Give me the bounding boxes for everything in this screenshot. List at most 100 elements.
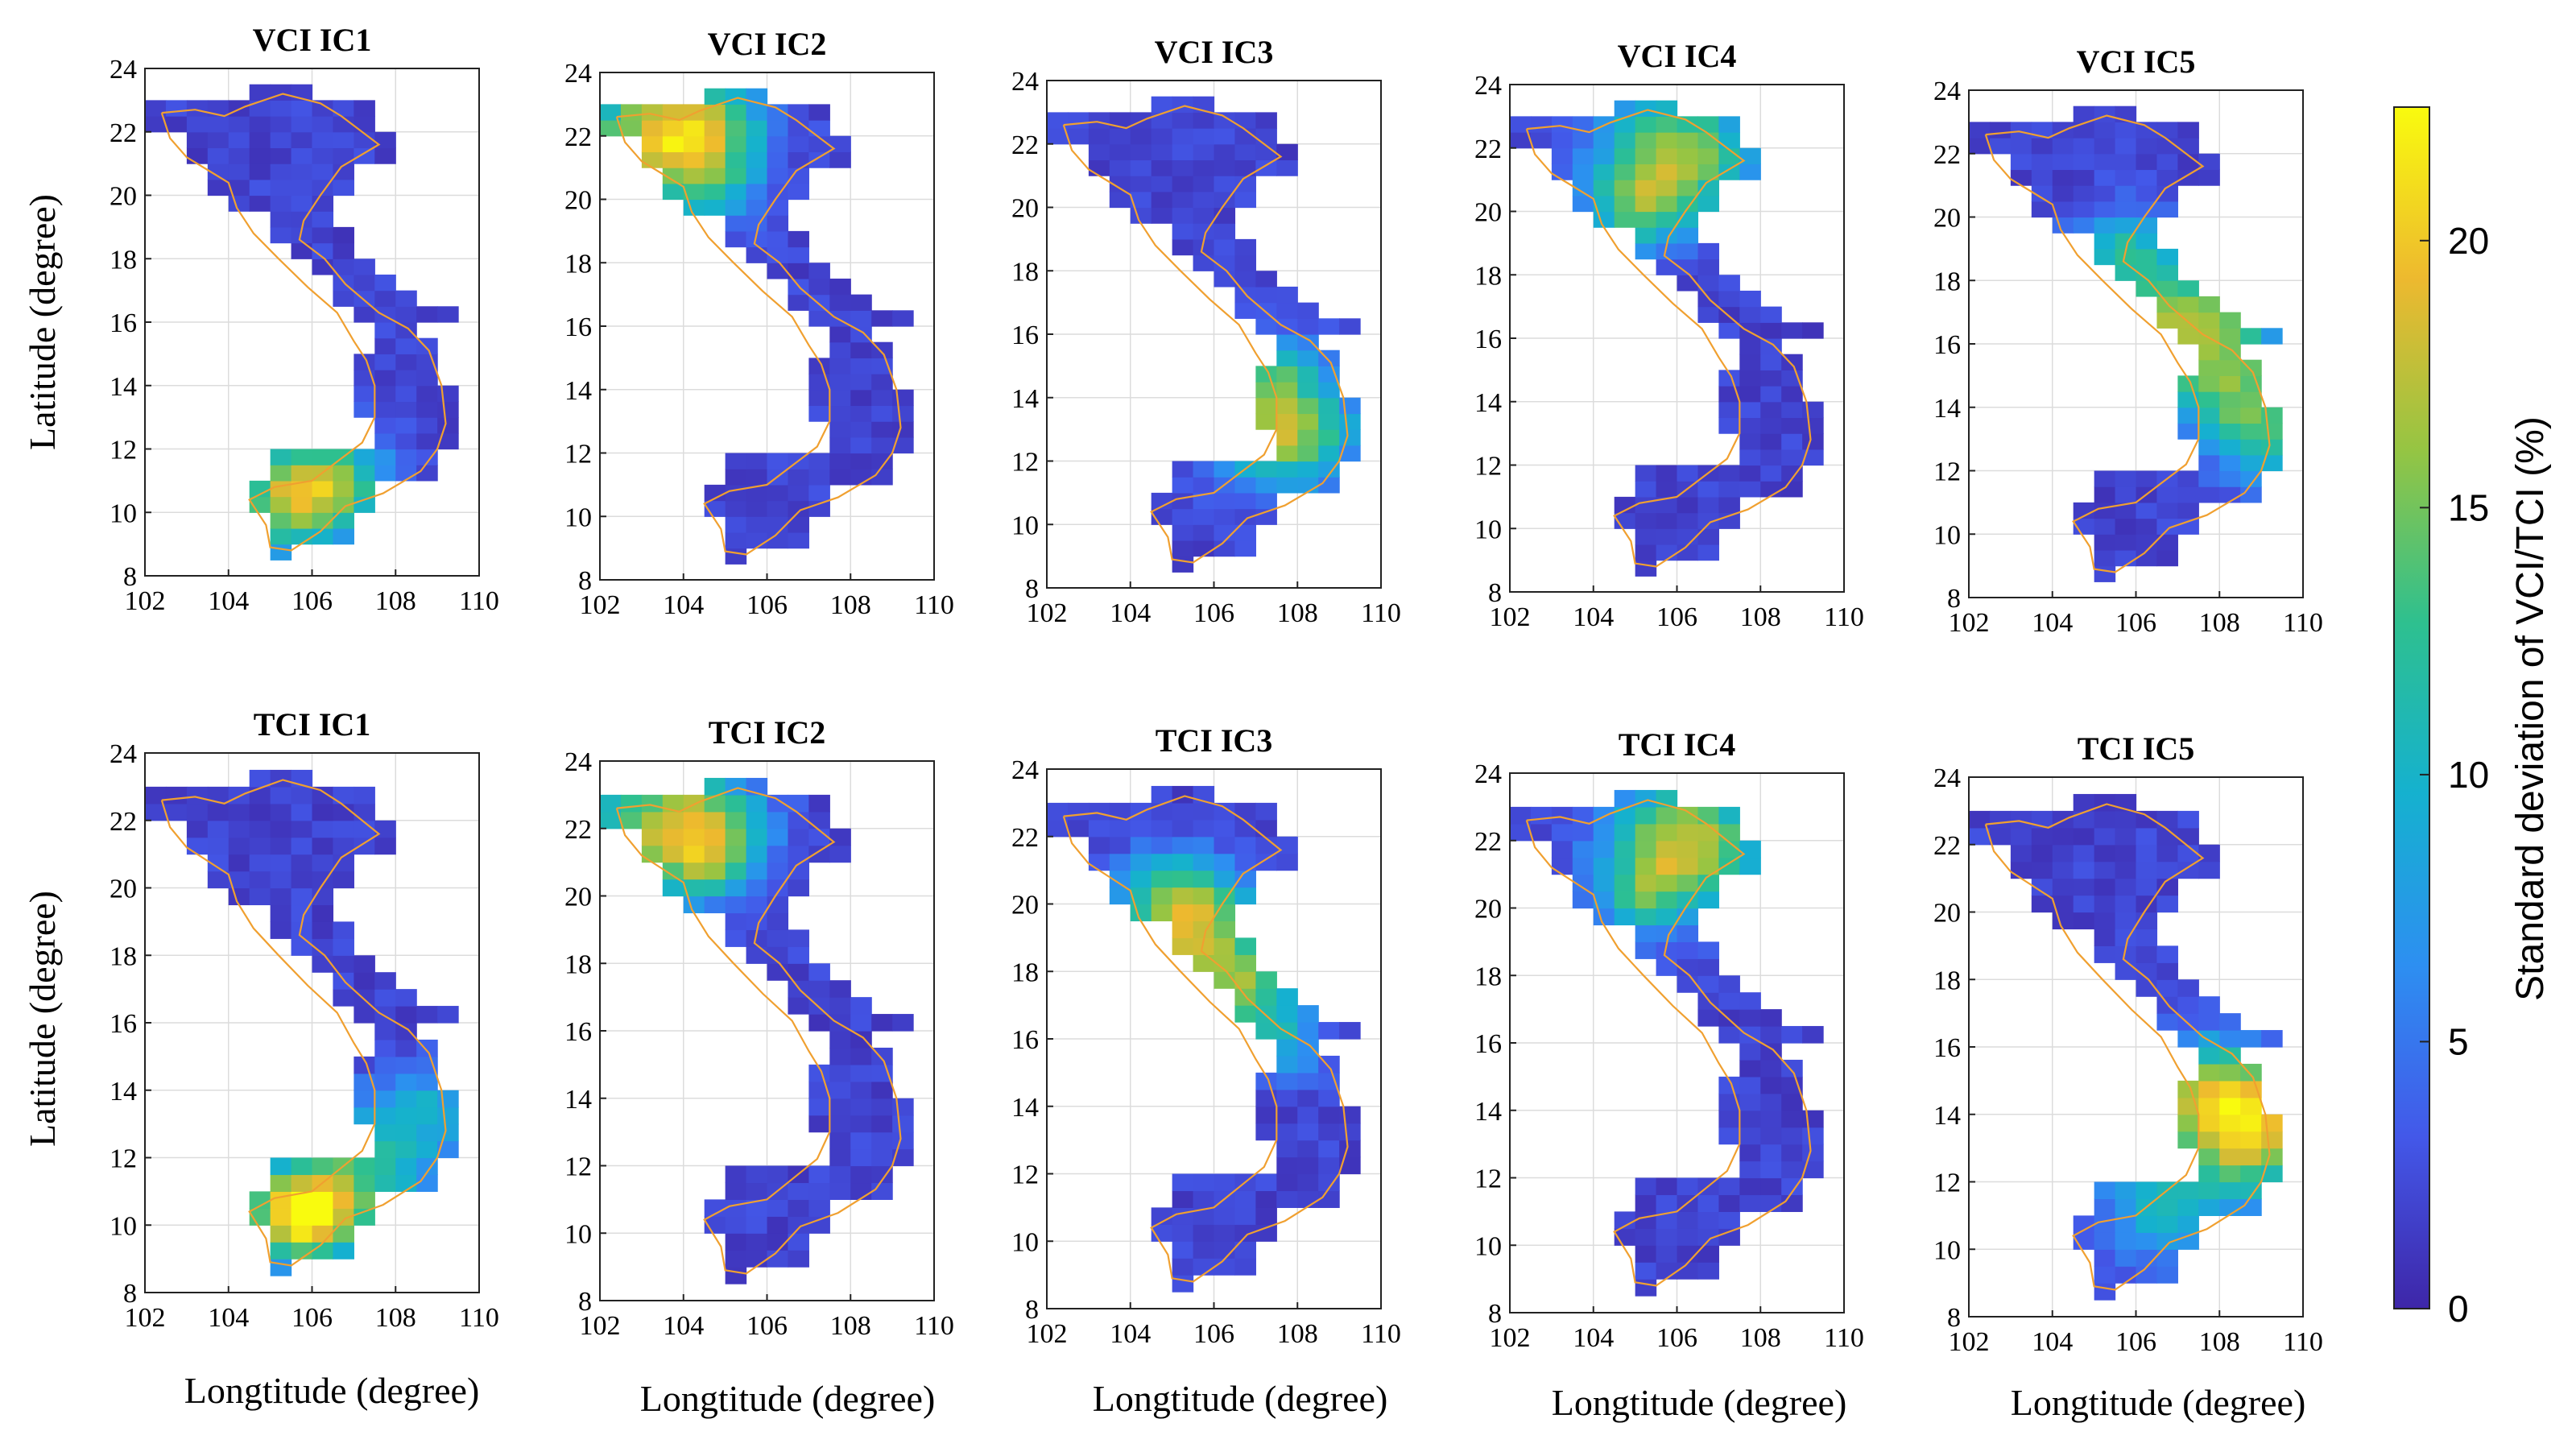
heatmap-cell bbox=[892, 436, 914, 454]
heatmap-cell bbox=[2156, 201, 2178, 218]
heatmap-cell bbox=[1677, 163, 1699, 180]
x-tick-label: 104 bbox=[663, 1311, 704, 1341]
heatmap-cell bbox=[2073, 895, 2095, 913]
heatmap-cell bbox=[2198, 1148, 2220, 1166]
heatmap-cell bbox=[1151, 96, 1173, 113]
heatmap-cell bbox=[1677, 512, 1699, 529]
colorbar-tick-label: 10 bbox=[2448, 754, 2489, 796]
heatmap-cell bbox=[1802, 1144, 1824, 1162]
x-tick-label: 108 bbox=[1277, 598, 1318, 628]
heatmap-cell bbox=[1234, 870, 1256, 888]
heatmap-cell bbox=[333, 803, 354, 821]
y-tick-label: 24 bbox=[564, 59, 592, 89]
heatmap-cell bbox=[767, 215, 789, 232]
heatmap-cell bbox=[312, 820, 334, 838]
heatmap-cell bbox=[207, 131, 229, 149]
heatmap-cell bbox=[1109, 802, 1131, 821]
heatmap-cell bbox=[829, 278, 851, 296]
heatmap-cell bbox=[746, 168, 768, 184]
heatmap-cell bbox=[1297, 445, 1319, 462]
heatmap-cell bbox=[2240, 1097, 2262, 1115]
heatmap-cell bbox=[1339, 429, 1361, 446]
heatmap-cell bbox=[2177, 122, 2199, 139]
heatmap-cell bbox=[395, 1107, 417, 1125]
heatmap-cell bbox=[1593, 908, 1615, 926]
heatmap-cell bbox=[145, 116, 167, 133]
heatmap-cell bbox=[333, 1242, 354, 1260]
heatmap-cell bbox=[2094, 217, 2116, 234]
heatmap-cell bbox=[1635, 481, 1657, 498]
heatmap-cell bbox=[788, 879, 809, 897]
heatmap-cell bbox=[2073, 122, 2095, 139]
heatmap-cell bbox=[1614, 147, 1636, 165]
heatmap-cell bbox=[871, 405, 893, 422]
heatmap-cell bbox=[746, 1165, 768, 1184]
heatmap-cell bbox=[1656, 958, 1678, 976]
heatmap-cell bbox=[1635, 116, 1657, 133]
heatmap-cell bbox=[2136, 153, 2158, 171]
heatmap-cell bbox=[395, 1039, 417, 1057]
y-tick-label: 14 bbox=[1474, 1097, 1502, 1127]
heatmap-cell bbox=[683, 794, 705, 813]
x-tick-label: 102 bbox=[1949, 608, 1990, 638]
heatmap-cell bbox=[788, 469, 809, 486]
heatmap-cell bbox=[1635, 891, 1657, 909]
x-tick-label: 104 bbox=[2032, 608, 2073, 638]
heatmap-cell bbox=[2115, 153, 2137, 171]
heatmap-cell bbox=[270, 116, 292, 133]
heatmap-cell bbox=[2136, 264, 2158, 281]
heatmap-cell bbox=[2219, 423, 2241, 440]
heatmap-cell bbox=[354, 385, 375, 403]
heatmap-cell bbox=[746, 484, 768, 502]
heatmap-cell bbox=[1739, 354, 1761, 370]
heatmap-cell bbox=[1551, 163, 1573, 180]
heatmap-cell bbox=[725, 1267, 747, 1284]
heatmap-cell bbox=[2240, 1148, 2262, 1166]
heatmap-cell bbox=[374, 1090, 396, 1108]
heatmap-cell bbox=[1989, 122, 2012, 139]
heatmap-cell bbox=[1088, 802, 1110, 821]
heatmap-cell bbox=[704, 794, 726, 813]
heatmap-cell bbox=[767, 794, 789, 813]
heatmap-cell bbox=[1802, 433, 1824, 450]
heatmap-cell bbox=[395, 1140, 417, 1159]
heatmap-cell bbox=[270, 147, 292, 164]
heatmap-cell bbox=[354, 131, 375, 149]
heatmap-cell bbox=[1656, 116, 1678, 133]
heatmap-cell bbox=[2219, 1114, 2241, 1132]
heatmap-cell bbox=[2261, 454, 2283, 472]
heatmap-cell bbox=[2094, 1232, 2116, 1250]
heatmap-cell bbox=[725, 777, 747, 796]
heatmap-cell bbox=[683, 828, 705, 846]
heatmap-cell bbox=[1572, 874, 1594, 892]
heatmap-cell bbox=[2115, 201, 2137, 218]
x-tick-label: 102 bbox=[125, 1303, 166, 1333]
heatmap-cell bbox=[1635, 1177, 1657, 1196]
heatmap-cell bbox=[2156, 861, 2178, 879]
heatmap-cell bbox=[2261, 423, 2283, 440]
heatmap-cell bbox=[1276, 1140, 1298, 1158]
heatmap-cell bbox=[850, 421, 872, 438]
heatmap-cell bbox=[1593, 891, 1615, 909]
heatmap-cell bbox=[1172, 143, 1194, 161]
heatmap-cell bbox=[1760, 322, 1782, 339]
heatmap-cell bbox=[871, 1165, 893, 1184]
heatmap-cell bbox=[2094, 1215, 2116, 1233]
heatmap-cell bbox=[808, 1182, 830, 1200]
heatmap-cell bbox=[1318, 1089, 1340, 1107]
heatmap-cell bbox=[2052, 185, 2074, 202]
heatmap-cell bbox=[1109, 176, 1131, 192]
heatmap-cell bbox=[437, 417, 459, 434]
heatmap-cell bbox=[1172, 904, 1194, 922]
heatmap-cell bbox=[1276, 1005, 1298, 1023]
heatmap-cell bbox=[1255, 492, 1277, 510]
heatmap-cell bbox=[374, 290, 396, 307]
heatmap-cell bbox=[1593, 147, 1615, 165]
heatmap-cell bbox=[2156, 962, 2178, 980]
heatmap-cell bbox=[1656, 1194, 1678, 1212]
heatmap-cell bbox=[1656, 891, 1678, 909]
heatmap-cell bbox=[1718, 401, 1740, 419]
heatmap-cell bbox=[186, 100, 209, 117]
heatmap-cell bbox=[1193, 1224, 1215, 1242]
heatmap-cell bbox=[2052, 878, 2074, 896]
